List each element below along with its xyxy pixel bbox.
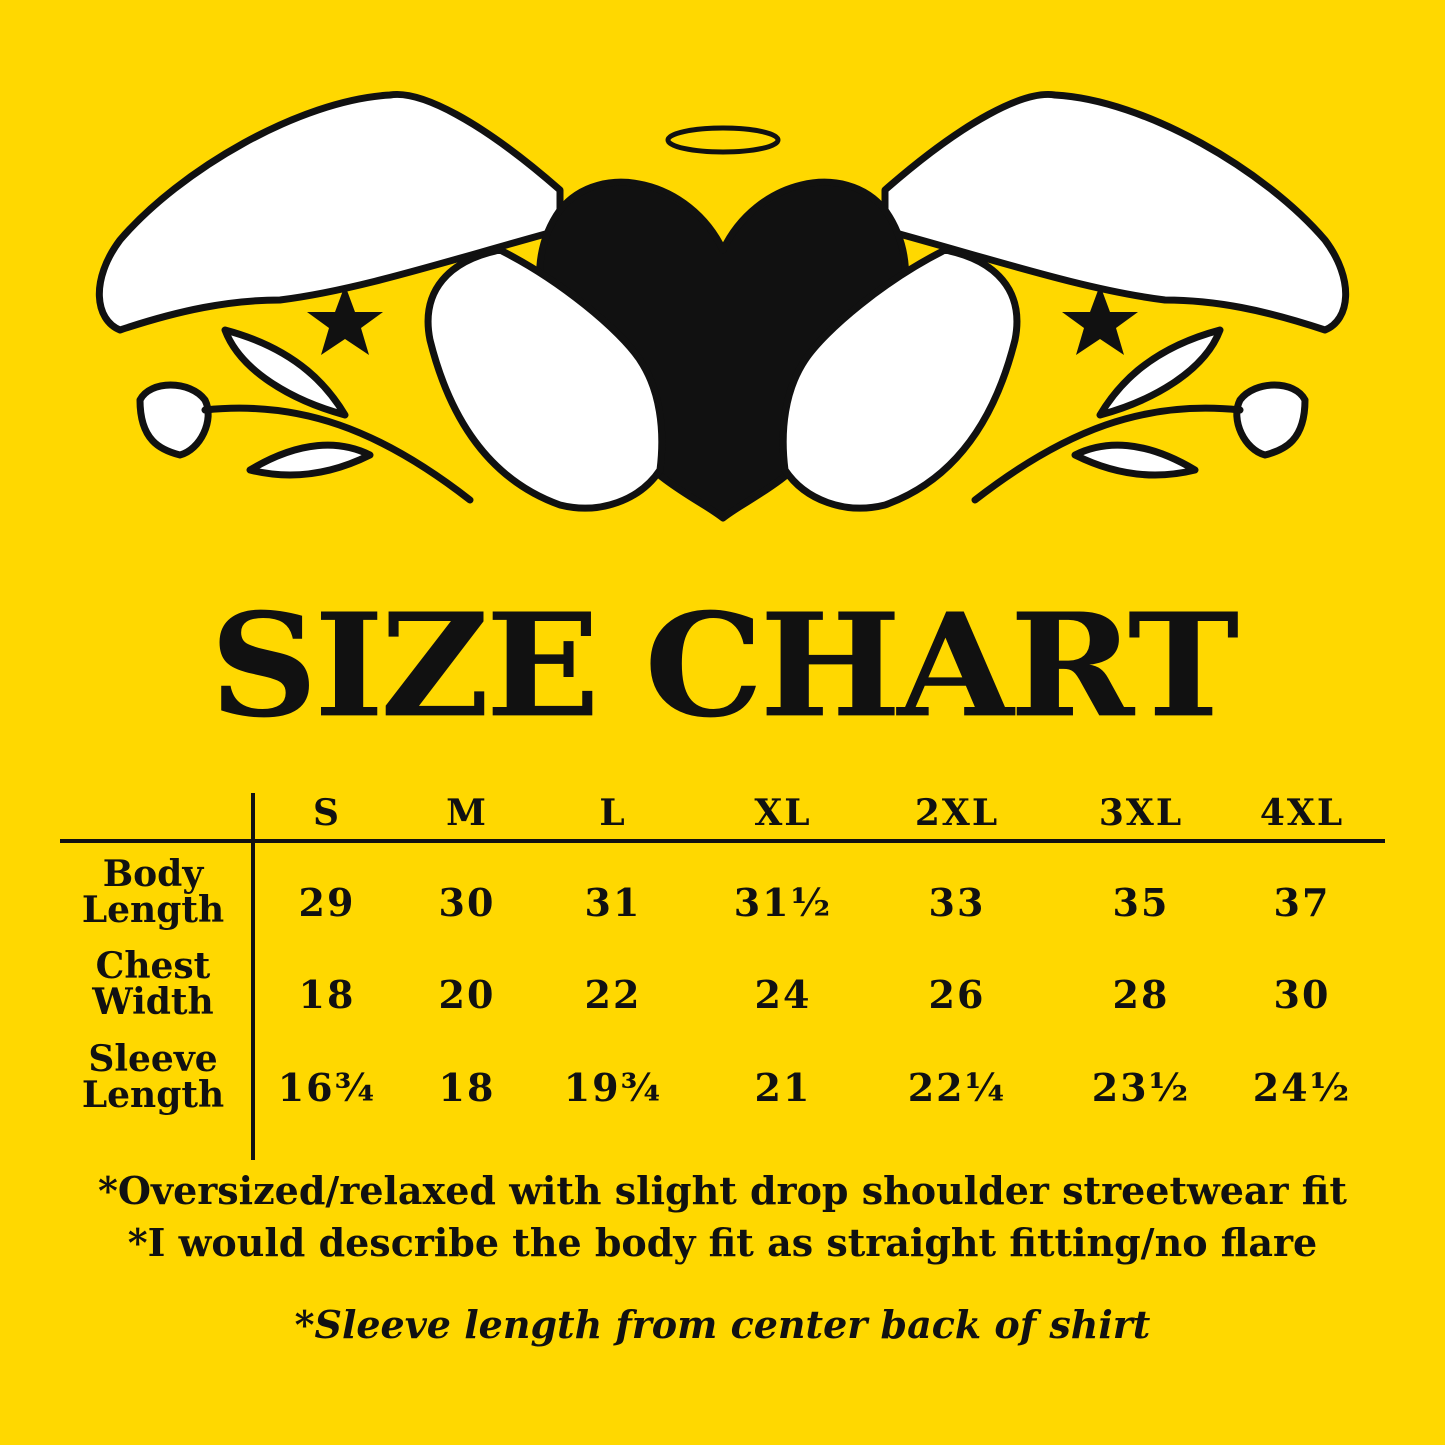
row-label: Chest Width — [60, 948, 246, 1020]
left-wing — [95, 90, 564, 334]
right-wing — [881, 90, 1350, 334]
table-cell: 35 — [1112, 880, 1170, 925]
table-cell: 31½ — [733, 880, 833, 925]
note-fit: *Oversized/relaxed with slight drop shou… — [98, 1168, 1347, 1213]
row-label-line: Body — [102, 853, 204, 895]
table-cell: 18 — [298, 972, 356, 1017]
page-title: SIZE CHART — [209, 582, 1240, 750]
note-sleeve: *Sleeve length from center back of shirt — [294, 1302, 1151, 1347]
right-lower-leaf — [1071, 441, 1199, 479]
column-header-3xl: 3XL — [1098, 792, 1184, 834]
table-cell: 19¾ — [563, 1065, 663, 1110]
right-flower — [1233, 381, 1309, 459]
row-label: Body Length — [60, 856, 246, 928]
table-cell: 30 — [1273, 972, 1331, 1017]
table-cell: 16¾ — [277, 1065, 377, 1110]
note-body: *I would describe the body fit as straig… — [127, 1220, 1318, 1265]
table-cell: 24 — [754, 972, 812, 1017]
table-cell: 29 — [298, 880, 356, 925]
table-cell: 21 — [754, 1065, 812, 1110]
table-cell: 31 — [584, 880, 642, 925]
winged-heart-illustration — [95, 90, 1350, 522]
left-upper-leaf — [221, 326, 349, 419]
table-cell: 18 — [438, 1065, 496, 1110]
column-header-2xl: 2XL — [914, 792, 1000, 834]
table-cell: 22 — [584, 972, 642, 1017]
left-lower-leaf — [246, 441, 374, 479]
column-header-4xl: 4XL — [1259, 792, 1345, 834]
right-hand — [779, 246, 1021, 512]
row-label-line: Length — [81, 1074, 225, 1116]
right-star-icon — [1062, 285, 1138, 355]
table-cell: 24½ — [1252, 1065, 1352, 1110]
column-header-m: M — [446, 792, 488, 834]
row-label-line: Width — [92, 981, 214, 1023]
left-flower-stem — [201, 404, 474, 504]
table-cell: 37 — [1273, 880, 1331, 925]
right-upper-leaf — [1096, 326, 1224, 419]
column-header-xl: XL — [754, 792, 812, 834]
table-cell: 30 — [438, 880, 496, 925]
row-label-line: Sleeve — [88, 1038, 218, 1080]
left-star-icon — [307, 285, 383, 355]
table-cell: 22¼ — [907, 1065, 1007, 1110]
table-cell: 28 — [1112, 972, 1170, 1017]
row-label-line: Length — [81, 889, 225, 931]
table-label-divider — [251, 793, 255, 1160]
halo-icon — [665, 125, 781, 155]
column-header-s: S — [313, 792, 341, 834]
table-cell: 23½ — [1091, 1065, 1191, 1110]
table-header-divider — [60, 839, 1385, 843]
column-header-l: L — [599, 792, 627, 834]
table-cell: 26 — [928, 972, 986, 1017]
table-cell: 20 — [438, 972, 496, 1017]
row-label-line: Chest — [95, 945, 211, 987]
left-flower — [136, 381, 212, 459]
left-hand — [424, 246, 666, 512]
row-label: Sleeve Length — [60, 1041, 246, 1113]
right-flower-stem — [971, 404, 1244, 504]
table-cell: 33 — [928, 880, 986, 925]
